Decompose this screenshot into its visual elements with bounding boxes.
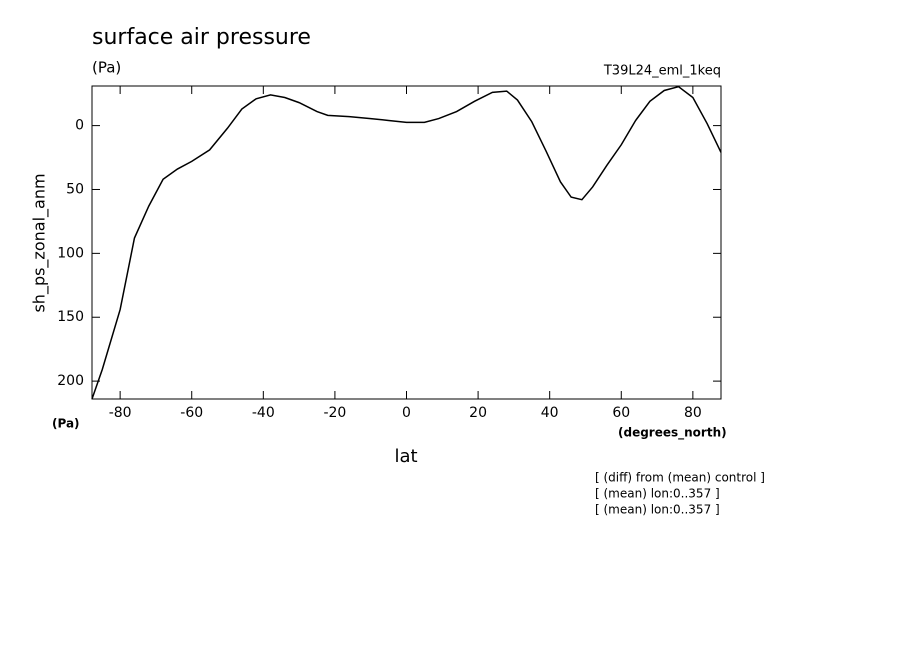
y-axis-label: sh_ps_zonal_anm	[30, 173, 50, 312]
y-tick-label: 0	[75, 118, 84, 134]
x-tick-label: 40	[541, 405, 559, 421]
y-tick-label: 100	[57, 245, 84, 261]
y-units: (Pa)	[52, 417, 80, 431]
y-tick-label: 150	[57, 309, 84, 325]
plot-frame	[91, 85, 722, 400]
y-tick-label: 200	[57, 373, 84, 389]
run-label: T39L24_eml_1keq	[603, 64, 721, 79]
note: [ (mean) lon:0..357 ]	[595, 503, 720, 517]
chart-title: surface air pressure	[92, 25, 311, 50]
note: [ (mean) lon:0..357 ]	[595, 487, 720, 501]
data-line	[91, 85, 722, 400]
x-axis-label: lat	[394, 446, 417, 467]
x-tick-label: -20	[323, 405, 346, 421]
x-units: (degrees_north)	[618, 426, 727, 441]
note: [ (diff) from (mean) control ]	[595, 471, 765, 485]
x-tick-label: -60	[180, 405, 203, 421]
y-tick-label: 50	[66, 181, 84, 197]
x-tick-label: -40	[252, 405, 275, 421]
units-label: (Pa)	[92, 59, 121, 77]
x-tick-label: 0	[402, 405, 411, 421]
x-tick-label: 80	[684, 405, 702, 421]
x-tick-label: 60	[612, 405, 630, 421]
x-tick-label: -80	[109, 405, 132, 421]
x-tick-label: 20	[469, 405, 487, 421]
